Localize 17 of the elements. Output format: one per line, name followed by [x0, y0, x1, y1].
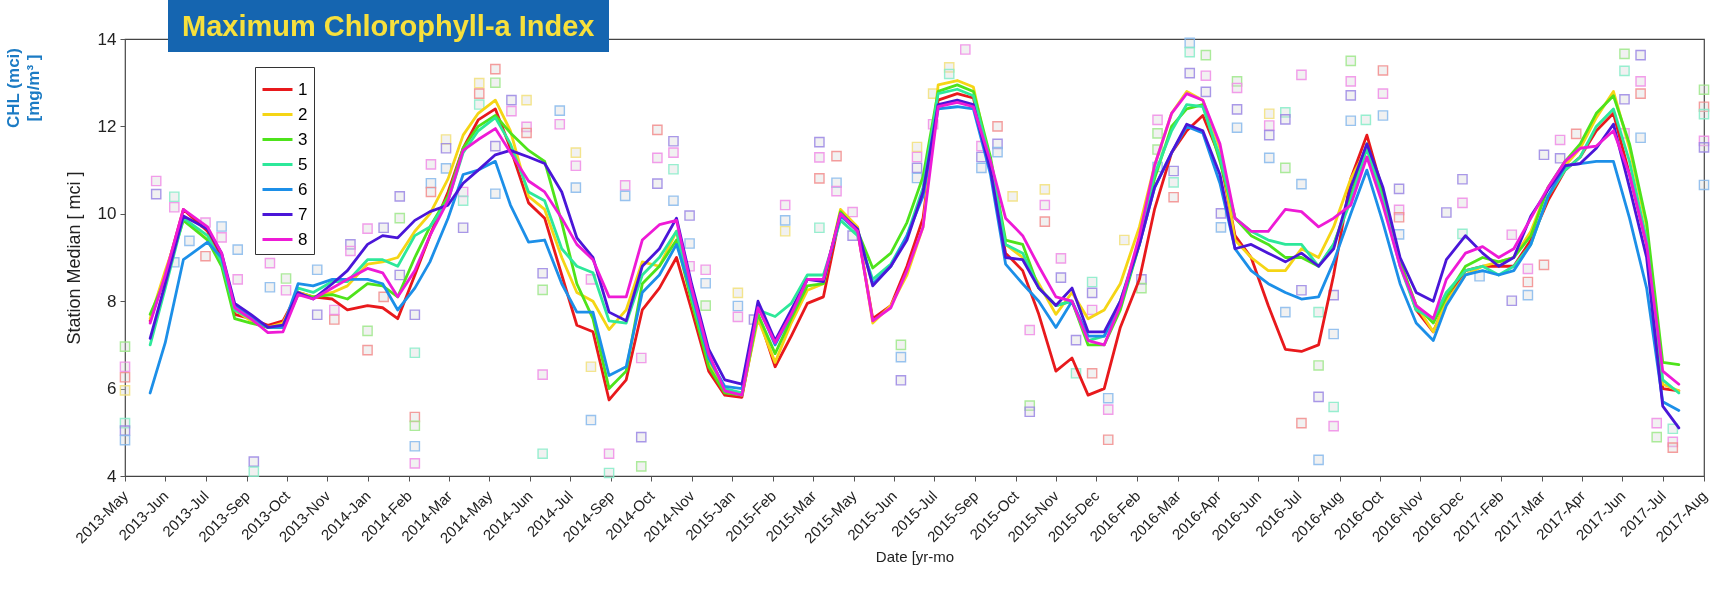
y-tick-label: 12: [97, 116, 117, 136]
y-tick-label: 4: [107, 466, 117, 486]
legend-label: 7: [298, 204, 308, 224]
x-axis-title: Date [yr-mo: [875, 548, 955, 566]
legend-label: 3: [298, 129, 308, 149]
legend-label: 1: [298, 79, 308, 99]
legend-label: 5: [298, 154, 308, 174]
legend-label: 6: [298, 179, 308, 199]
y-axis-title: Station Median [ mci ]: [63, 171, 84, 345]
y-tick-label: 10: [97, 204, 117, 224]
legend-label: 2: [298, 104, 308, 124]
text: CHL (mci) [mg/m³ ]: [4, 48, 44, 128]
legend-label: 8: [298, 229, 308, 249]
y-tick-label: 6: [107, 379, 117, 399]
y-tick-label: 14: [97, 29, 117, 49]
y-tick-label: 8: [107, 291, 117, 311]
chart-title: Maximum Chlorophyll-a Index: [168, 0, 609, 52]
